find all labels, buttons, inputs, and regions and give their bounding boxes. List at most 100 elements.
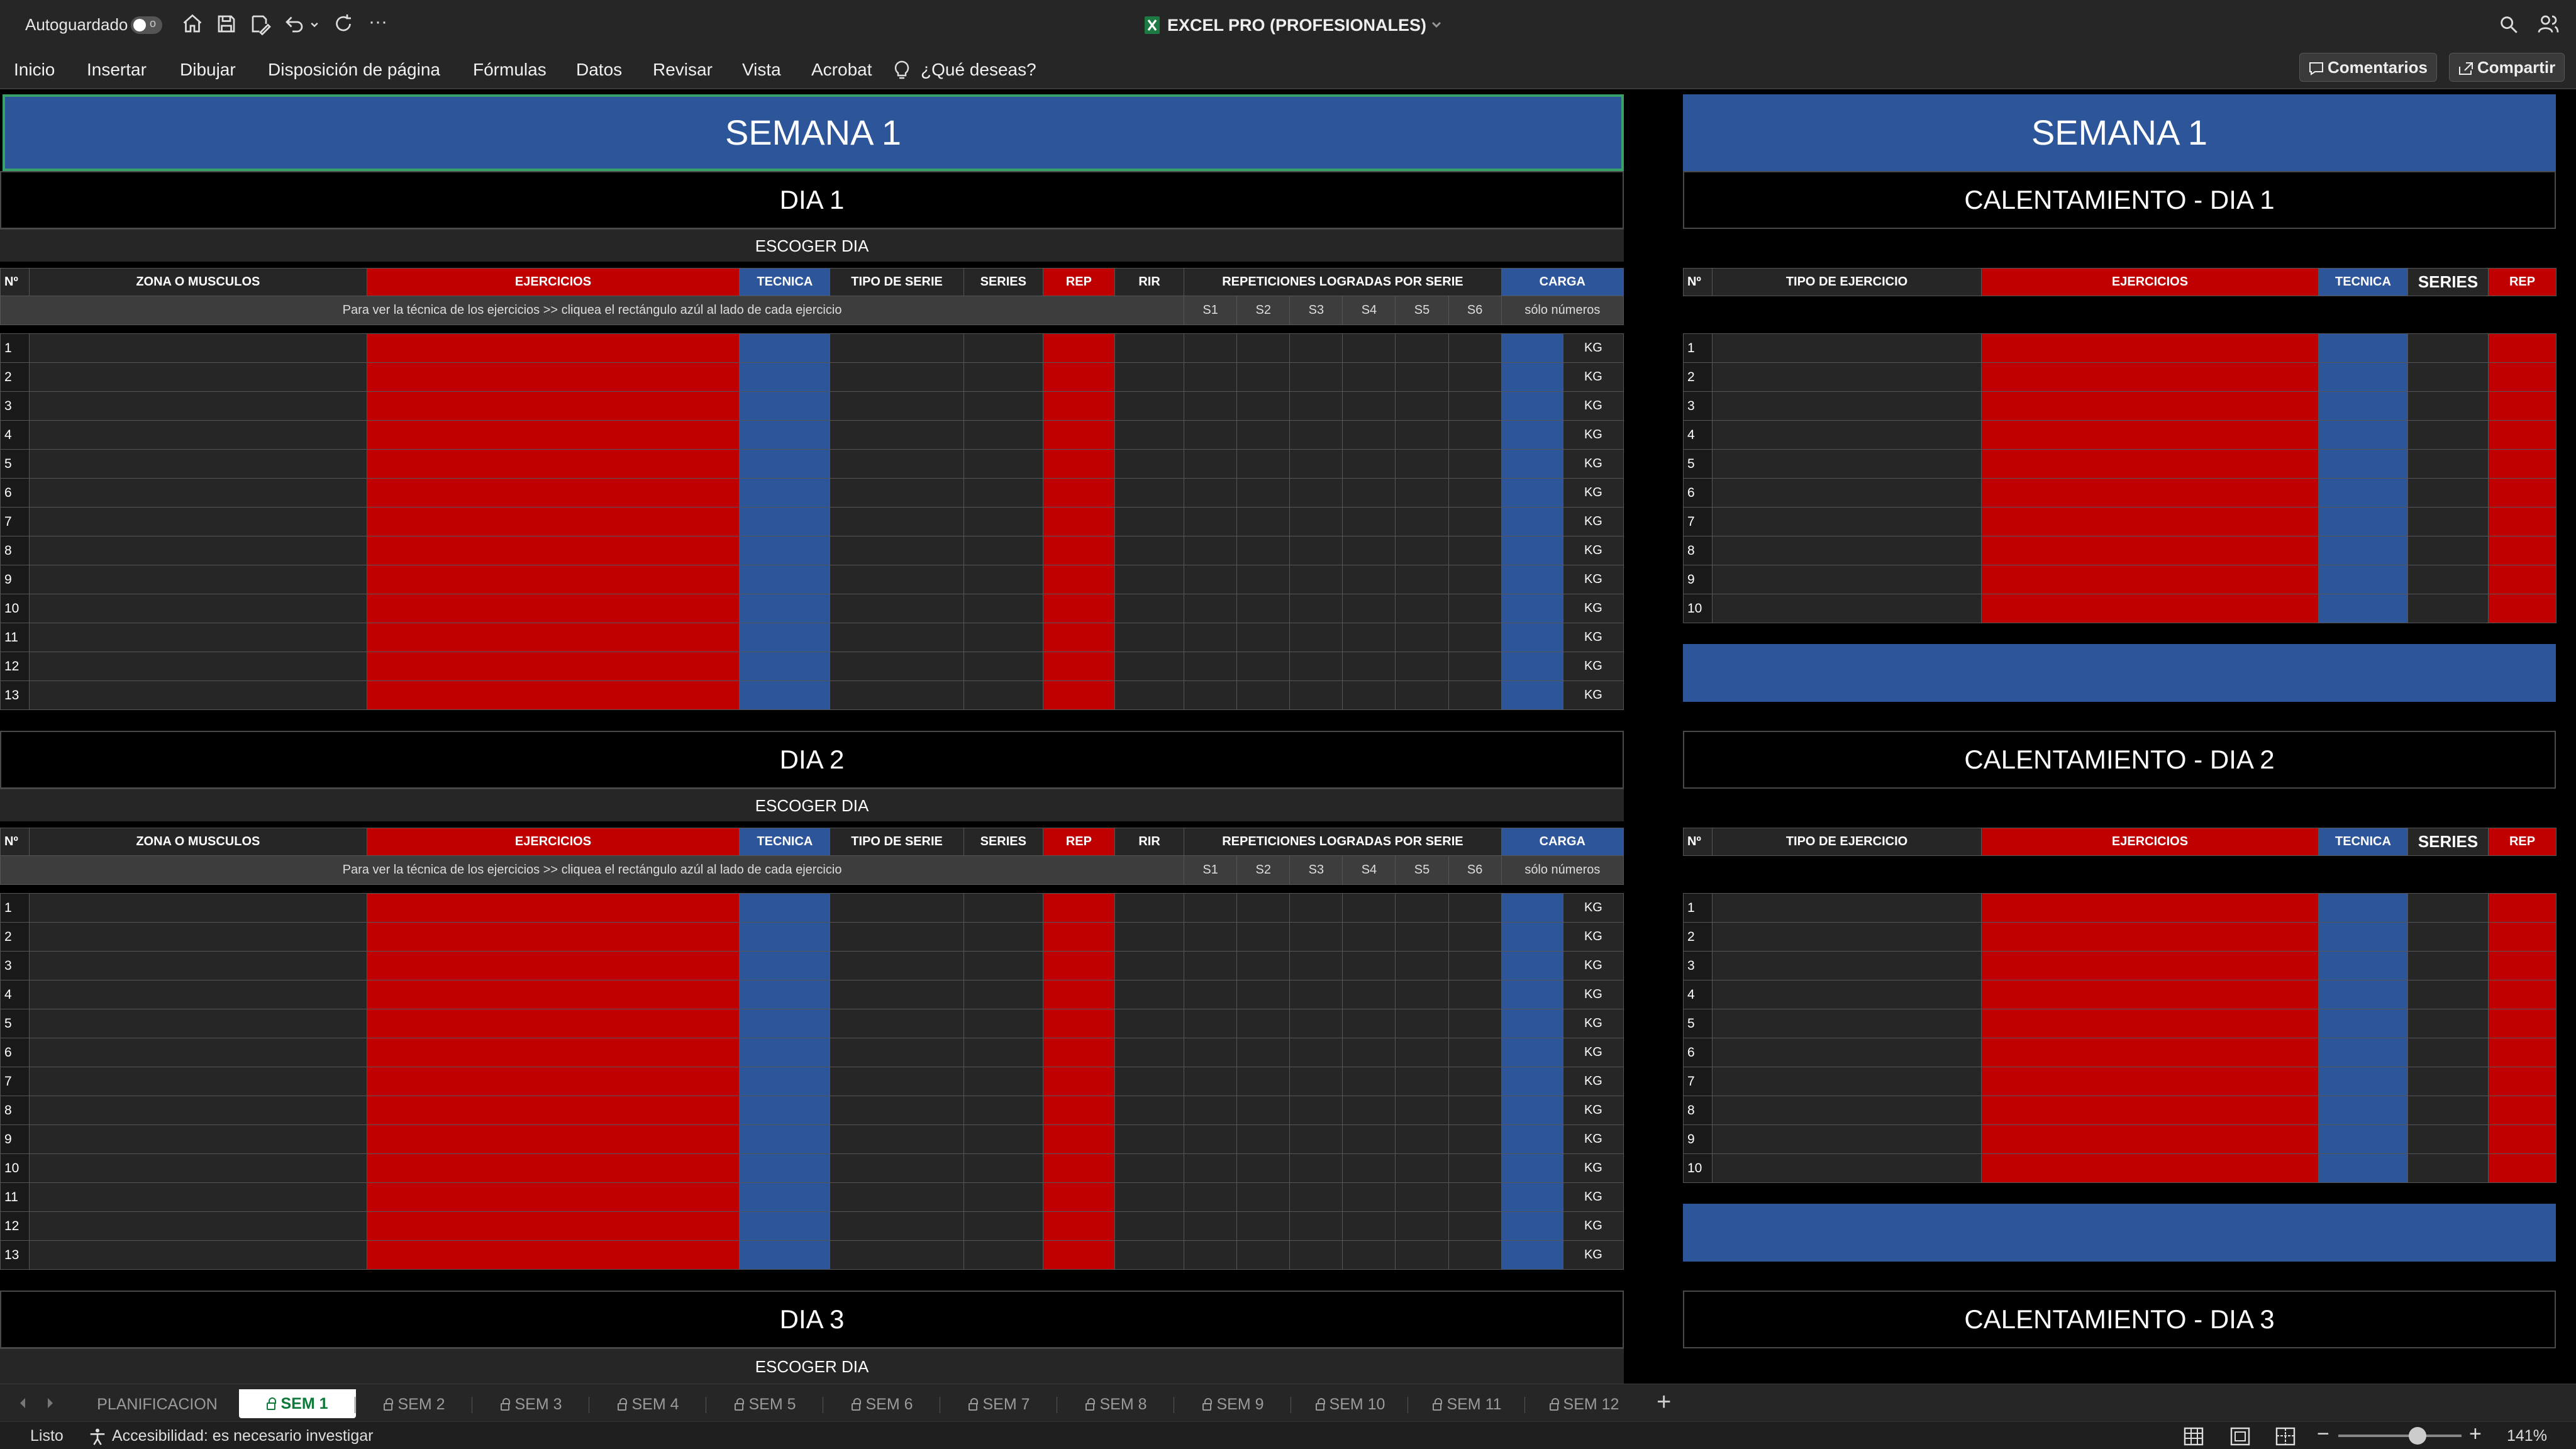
- set-reps-cell[interactable]: [1184, 1153, 1238, 1183]
- ejercicio-cell[interactable]: [1981, 391, 2319, 421]
- warmup-1-title[interactable]: CALENTAMIENTO - DIA 1: [1683, 171, 2556, 229]
- set-reps-cell[interactable]: [1395, 652, 1449, 681]
- set-reps-cell[interactable]: [1342, 1211, 1396, 1241]
- set-reps-cell[interactable]: [1289, 652, 1343, 681]
- zona-cell[interactable]: [29, 362, 367, 392]
- zona-cell[interactable]: [29, 623, 367, 652]
- day-2-table[interactable]: Nº ZONA O MUSCULOS EJERCICIOS TECNICA TIPO D…: [0, 828, 1624, 1270]
- tecnica-cell[interactable]: [2318, 565, 2408, 594]
- set-reps-cell[interactable]: [1289, 1211, 1343, 1241]
- ejercicio-cell[interactable]: [366, 507, 740, 536]
- set-reps-cell[interactable]: [1184, 391, 1238, 421]
- set-reps-cell[interactable]: [1289, 1038, 1343, 1067]
- set-reps-cell[interactable]: [1184, 1096, 1238, 1125]
- sheet-tab-sem-8[interactable]: SEM 8: [1058, 1392, 1175, 1417]
- set-reps-cell[interactable]: [1236, 922, 1291, 952]
- sheet-tab-sem-3[interactable]: SEM 3: [473, 1392, 590, 1417]
- warmup-row[interactable]: 10: [1683, 594, 2557, 623]
- set-reps-cell[interactable]: [1395, 507, 1449, 536]
- tipo-serie-cell[interactable]: [830, 362, 964, 392]
- series-cell[interactable]: [963, 623, 1043, 652]
- set-reps-cell[interactable]: [1289, 1096, 1343, 1125]
- zoom-in-button[interactable]: +: [2469, 1422, 2482, 1446]
- set-reps-cell[interactable]: [1448, 478, 1502, 508]
- set-reps-cell[interactable]: [1236, 1182, 1291, 1212]
- series-cell[interactable]: [963, 333, 1043, 363]
- set-reps-cell[interactable]: [1395, 536, 1449, 565]
- sheet-tab-sem-12[interactable]: SEM 12: [1526, 1392, 1643, 1417]
- set-reps-cell[interactable]: [1395, 922, 1449, 952]
- tecnica-cell[interactable]: [739, 362, 831, 392]
- set-reps-cell[interactable]: [1289, 951, 1343, 980]
- tipo-serie-cell[interactable]: [830, 536, 964, 565]
- rep-cell[interactable]: [1042, 565, 1115, 594]
- series-cell[interactable]: [2407, 1067, 2489, 1096]
- day-1-title[interactable]: DIA 1: [0, 171, 1624, 229]
- carga-cell[interactable]: [1501, 420, 1563, 450]
- table-row[interactable]: 11 KG: [0, 623, 1624, 652]
- rep-cell[interactable]: [1042, 1096, 1115, 1125]
- rir-cell[interactable]: [1114, 980, 1185, 1009]
- rep-cell[interactable]: [2488, 1009, 2557, 1038]
- set-reps-cell[interactable]: [1289, 1153, 1343, 1183]
- rep-cell[interactable]: [2488, 1067, 2557, 1096]
- set-reps-cell[interactable]: [1395, 333, 1449, 363]
- ejercicio-cell[interactable]: [1981, 449, 2319, 479]
- set-reps-cell[interactable]: [1342, 652, 1396, 681]
- set-reps-cell[interactable]: [1184, 565, 1238, 594]
- warmup-2-title[interactable]: CALENTAMIENTO - DIA 2: [1683, 731, 2556, 789]
- day-2-title[interactable]: DIA 2: [0, 731, 1624, 789]
- tecnica-cell[interactable]: [2318, 594, 2408, 623]
- rep-cell[interactable]: [1042, 922, 1115, 952]
- series-cell[interactable]: [963, 1009, 1043, 1038]
- tipo-serie-cell[interactable]: [830, 478, 964, 508]
- tipo-ejercicio-cell[interactable]: [1712, 449, 1982, 479]
- tipo-ejercicio-cell[interactable]: [1712, 420, 1982, 450]
- spreadsheet-grid[interactable]: SEMANA 1 SEMANA 1 DIA 1 ESCOGER DIA Nº ZO…: [0, 89, 2576, 1384]
- series-cell[interactable]: [2407, 565, 2489, 594]
- tecnica-cell[interactable]: [739, 536, 831, 565]
- rep-cell[interactable]: [2488, 507, 2557, 536]
- tecnica-cell[interactable]: [739, 980, 831, 1009]
- set-reps-cell[interactable]: [1289, 680, 1343, 710]
- zona-cell[interactable]: [29, 536, 367, 565]
- warmup-row[interactable]: 5: [1683, 1009, 2557, 1038]
- zona-cell[interactable]: [29, 594, 367, 623]
- set-reps-cell[interactable]: [1395, 1009, 1449, 1038]
- ejercicio-cell[interactable]: [1981, 507, 2319, 536]
- warmup-row[interactable]: 1: [1683, 893, 2557, 923]
- tab-vista[interactable]: Vista: [742, 60, 781, 79]
- zona-cell[interactable]: [29, 1096, 367, 1125]
- warmup-2-technique-bar[interactable]: [1683, 1204, 2556, 1262]
- set-reps-cell[interactable]: [1395, 594, 1449, 623]
- rir-cell[interactable]: [1114, 333, 1185, 363]
- set-reps-cell[interactable]: [1395, 1153, 1449, 1183]
- rep-cell[interactable]: [1042, 1009, 1115, 1038]
- series-cell[interactable]: [963, 1038, 1043, 1067]
- tipo-ejercicio-cell[interactable]: [1712, 391, 1982, 421]
- document-title[interactable]: EXCEL PRO (PROFESIONALES): [1143, 14, 1443, 36]
- set-reps-cell[interactable]: [1395, 449, 1449, 479]
- home-icon[interactable]: [181, 13, 204, 35]
- set-reps-cell[interactable]: [1236, 951, 1291, 980]
- table-row[interactable]: 5 KG: [0, 1009, 1624, 1038]
- tipo-serie-cell[interactable]: [830, 623, 964, 652]
- tipo-serie-cell[interactable]: [830, 1211, 964, 1241]
- series-cell[interactable]: [963, 680, 1043, 710]
- rep-cell[interactable]: [1042, 893, 1115, 923]
- scroll-right-icon[interactable]: [44, 1397, 57, 1409]
- rep-cell[interactable]: [1042, 1211, 1115, 1241]
- tecnica-cell[interactable]: [739, 1038, 831, 1067]
- tecnica-cell[interactable]: [739, 391, 831, 421]
- set-reps-cell[interactable]: [1395, 980, 1449, 1009]
- tipo-ejercicio-cell[interactable]: [1712, 507, 1982, 536]
- warmup-row[interactable]: 5: [1683, 449, 2557, 479]
- set-reps-cell[interactable]: [1184, 536, 1238, 565]
- tab-disposicion[interactable]: Disposición de página: [268, 60, 440, 79]
- rir-cell[interactable]: [1114, 362, 1185, 392]
- zona-cell[interactable]: [29, 333, 367, 363]
- table-row[interactable]: 10 KG: [0, 594, 1624, 623]
- set-reps-cell[interactable]: [1236, 507, 1291, 536]
- series-cell[interactable]: [2407, 1096, 2489, 1125]
- table-row[interactable]: 4 KG: [0, 980, 1624, 1009]
